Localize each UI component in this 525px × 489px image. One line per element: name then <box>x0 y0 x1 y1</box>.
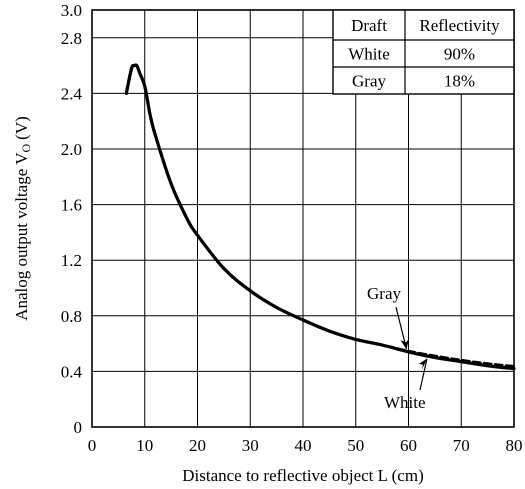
y-tick-label: 0.8 <box>61 307 82 326</box>
x-tick-label: 80 <box>506 436 523 455</box>
y-tick-label: 0 <box>74 418 83 437</box>
series-layer <box>124 63 516 371</box>
y-tick-label: 2.4 <box>61 84 83 103</box>
x-tick-label: 20 <box>189 436 206 455</box>
x-tick-label: 30 <box>242 436 259 455</box>
y-tick-label: 1.6 <box>61 196 82 215</box>
legend-cell: 18% <box>444 72 475 91</box>
annotation-gray-arrow <box>400 337 410 350</box>
x-tick-label: 10 <box>136 436 153 455</box>
y-axis-label: Analog output voltage VO (V) <box>12 116 33 321</box>
y-axis-label-subscript: O <box>19 144 33 153</box>
plot-frame <box>91 9 515 428</box>
series-line-gray <box>124 63 516 368</box>
y-tick-label: 0.4 <box>61 362 83 381</box>
y-tick-label: 2.0 <box>61 140 82 159</box>
x-tick-label: 0 <box>88 436 97 455</box>
legend-box <box>332 9 515 95</box>
y-axis-label-main: Analog output voltage V <box>12 152 31 321</box>
y-axis-label-unit: (V) <box>12 116 31 140</box>
annotation-white: White <box>384 393 426 412</box>
legend-table: Draft Reflectivity White 90% Gray 18% <box>332 9 515 95</box>
legend-cell: Gray <box>352 72 386 91</box>
x-tick-label: 70 <box>453 436 470 455</box>
y-tick-labels: 0 0.4 0.8 1.2 1.6 2.0 2.4 2.8 3.0 <box>61 1 83 437</box>
legend-header: Reflectivity <box>419 16 500 35</box>
x-tick-label: 60 <box>400 436 417 455</box>
x-tick-labels: 0 10 20 30 40 50 60 70 80 <box>88 436 523 455</box>
annotation-gray: Gray <box>367 284 401 303</box>
y-tick-label: 1.2 <box>61 251 82 270</box>
legend-header: Draft <box>351 16 387 35</box>
x-tick-label: 40 <box>295 436 312 455</box>
annotations: Gray White <box>367 284 428 412</box>
annotation-white-arrow <box>418 358 427 370</box>
legend-cell: 90% <box>444 45 475 64</box>
y-tick-label: 2.8 <box>61 29 82 48</box>
x-tick-label: 50 <box>347 436 364 455</box>
annotation-white-leader <box>419 358 428 391</box>
legend-cell: White <box>348 45 390 64</box>
y-tick-label: 3.0 <box>61 1 82 20</box>
x-axis-label: Distance to reflective object L (cm) <box>182 466 424 485</box>
